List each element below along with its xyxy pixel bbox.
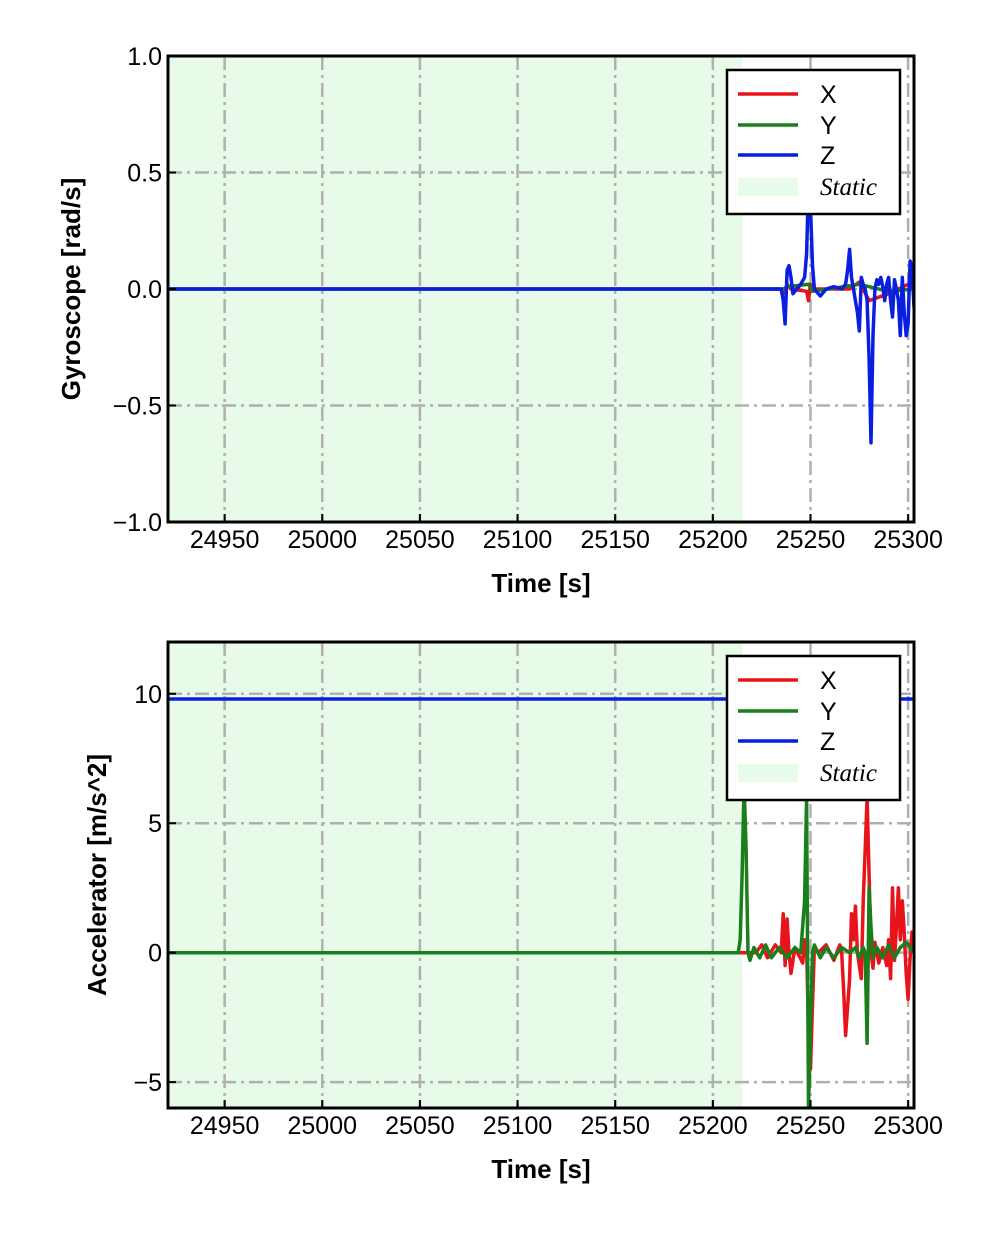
legend: X Y Z Static bbox=[725, 654, 902, 802]
series-layer bbox=[168, 182, 914, 445]
x-tick-label: 25250 bbox=[776, 526, 846, 554]
x-tick-label: 25000 bbox=[288, 1112, 358, 1140]
series-line-z bbox=[168, 182, 914, 445]
legend-label-y: Y bbox=[820, 698, 837, 726]
legend: X Y Z Static bbox=[725, 68, 902, 216]
legend-swatch-static bbox=[738, 764, 798, 782]
series-line-y bbox=[168, 782, 914, 1108]
y-tick-label: 0 bbox=[148, 940, 162, 968]
axis-ticks: 24950 25000 25050 25100 25150 25200 25250 25300… bbox=[133, 681, 942, 1140]
legend-label-x: X bbox=[820, 667, 837, 695]
legend-label-z: Z bbox=[820, 728, 835, 756]
x-tick-label: 25200 bbox=[678, 526, 748, 554]
x-tick-label: 25150 bbox=[580, 526, 650, 554]
plot-frame bbox=[166, 640, 916, 1110]
y-tick-label: −5 bbox=[133, 1069, 162, 1097]
x-tick-label: 25100 bbox=[483, 1112, 553, 1140]
y-tick-label: 0.0 bbox=[127, 276, 162, 304]
legend-label-x: X bbox=[820, 81, 837, 109]
static-region-band bbox=[168, 642, 743, 1108]
y-tick-label: 0.5 bbox=[127, 160, 162, 188]
x-tick-label: 25050 bbox=[385, 1112, 455, 1140]
legend-label-static: Static bbox=[820, 760, 877, 787]
x-tick-label: 24950 bbox=[190, 1112, 260, 1140]
x-tick-label: 25050 bbox=[385, 526, 455, 554]
x-tick-label: 25100 bbox=[483, 526, 553, 554]
legend-label-z: Z bbox=[820, 142, 835, 170]
accelerator-chart: 24950 25000 25050 25100 25150 25200 25250 25300… bbox=[82, 640, 943, 1184]
x-axis-label: Time [s] bbox=[491, 568, 590, 598]
legend-swatch-static bbox=[738, 178, 798, 196]
series-line-x bbox=[168, 795, 914, 1071]
y-axis-label: Accelerator [m/s^2] bbox=[82, 754, 112, 996]
gyroscope-chart: 24950 25000 25050 25100 25150 25200 25250 25300… bbox=[56, 43, 943, 598]
y-tick-label: −0.5 bbox=[113, 393, 162, 421]
y-tick-label: 10 bbox=[134, 681, 162, 709]
axis-ticks: 24950 25000 25050 25100 25150 25200 25250 25300… bbox=[113, 43, 943, 554]
y-tick-label: −1.0 bbox=[113, 509, 162, 537]
y-axis-label: Gyroscope [rad/s] bbox=[56, 178, 86, 401]
x-axis-label: Time [s] bbox=[491, 1154, 590, 1184]
y-tick-label: 1.0 bbox=[127, 43, 162, 71]
x-tick-label: 25000 bbox=[288, 526, 358, 554]
legend-label-y: Y bbox=[820, 112, 837, 140]
x-tick-label: 25300 bbox=[873, 526, 943, 554]
x-tick-label: 25150 bbox=[580, 1112, 650, 1140]
x-tick-label: 25200 bbox=[678, 1112, 748, 1140]
x-tick-label: 25300 bbox=[873, 1112, 943, 1140]
y-tick-label: 5 bbox=[148, 810, 162, 838]
x-tick-label: 25250 bbox=[776, 1112, 846, 1140]
x-tick-label: 24950 bbox=[190, 526, 260, 554]
legend-label-static: Static bbox=[820, 174, 877, 201]
